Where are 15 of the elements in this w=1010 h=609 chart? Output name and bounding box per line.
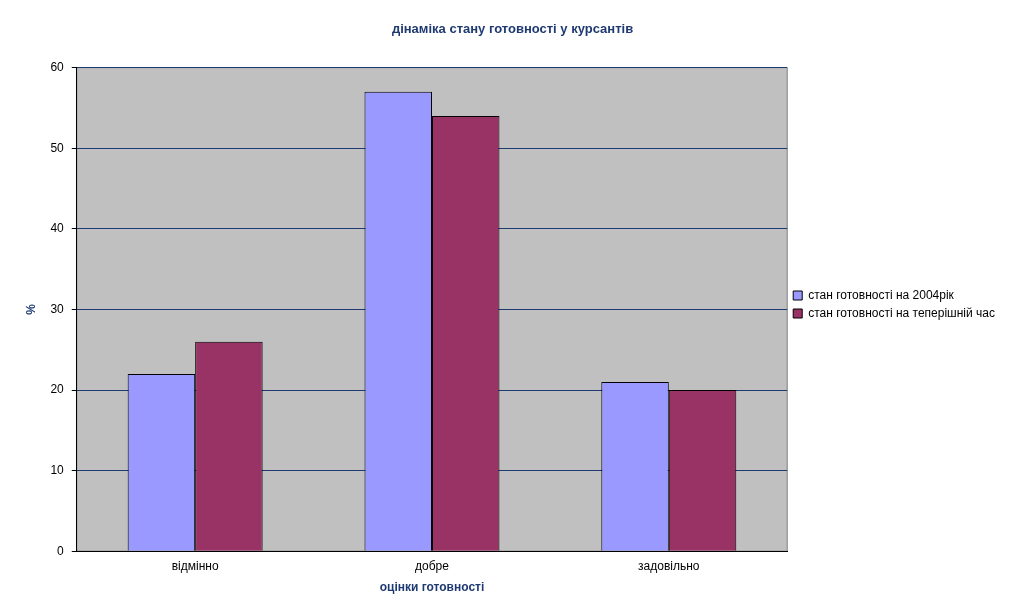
x-tick-label: відмінно bbox=[171, 558, 219, 573]
y-tick-label: 50 bbox=[50, 140, 65, 155]
legend-label: стан готовності на теперішній час bbox=[808, 305, 996, 320]
y-tick-label: 0 bbox=[57, 543, 65, 558]
chart-title: дінаміка стану готовності у курсантів bbox=[391, 21, 634, 37]
x-tick-label: добре bbox=[415, 558, 450, 573]
y-tick-label: 40 bbox=[50, 221, 65, 236]
y-tick-label: 10 bbox=[50, 462, 65, 477]
x-tick-label: задовільно bbox=[638, 558, 700, 573]
x-axis-title: оцінки готовності bbox=[379, 580, 485, 595]
y-tick-label: 30 bbox=[50, 301, 65, 316]
y-tick-label: 60 bbox=[50, 59, 65, 74]
legend-label: стан готовності на 2004рік bbox=[808, 287, 955, 302]
y-tick-label: 20 bbox=[50, 382, 65, 397]
y-axis-title: % bbox=[23, 303, 38, 315]
